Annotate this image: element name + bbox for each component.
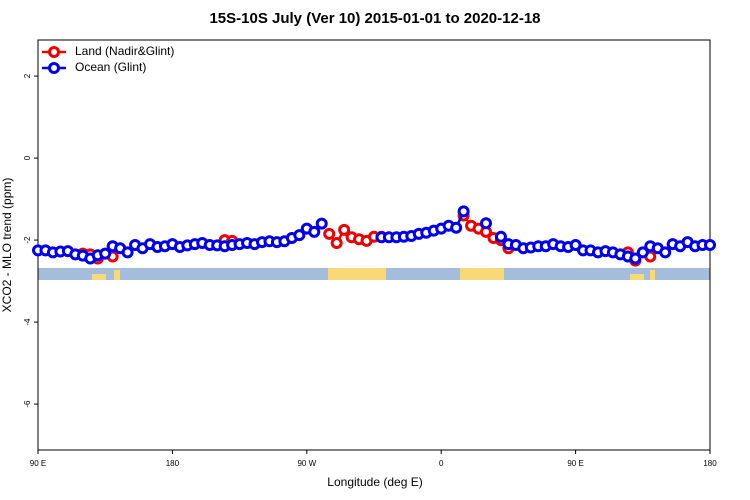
x-tick-label: 180 (166, 459, 180, 468)
data-point (629, 252, 642, 265)
data-point (315, 217, 328, 230)
x-tick-label: 90 E (30, 459, 46, 468)
data-point (457, 205, 470, 218)
data-point (569, 239, 582, 251)
legend-label: Ocean (Glint) (75, 60, 146, 74)
data-point (480, 217, 492, 230)
x-tick-label: 180 (703, 459, 717, 468)
y-tick-label: -2 (23, 236, 32, 244)
x-tick-label: 90 W (297, 459, 316, 468)
legend-marker (48, 46, 60, 58)
x-tick-label: 0 (439, 459, 444, 468)
data-point (704, 239, 716, 251)
data-point (330, 236, 343, 249)
y-axis-label: XCO2 - MLO trend (ppm) (0, 178, 14, 313)
data-point (121, 246, 134, 259)
y-tick-label: 0 (23, 155, 32, 160)
data-point (450, 221, 463, 234)
data-point (99, 247, 112, 260)
legend-label: Land (Nadir&Glint) (75, 44, 174, 58)
y-tick-label: -6 (23, 400, 32, 408)
data-point (338, 223, 351, 236)
data-point (494, 230, 507, 243)
legend-marker (48, 62, 60, 74)
y-tick-label: -4 (23, 318, 32, 326)
chart-title: 15S-10S July (Ver 10) 2015-01-01 to 2020… (209, 10, 540, 27)
land-mask (38, 268, 710, 280)
data-point (659, 246, 672, 259)
data-point (636, 246, 649, 259)
data-point (293, 229, 306, 242)
y-tick-label: 2 (23, 73, 32, 78)
x-tick-label: 90 E (567, 459, 583, 468)
data-point (308, 225, 321, 238)
x-axis-label: Longitude (deg E) (327, 475, 422, 489)
data-point (323, 227, 336, 240)
